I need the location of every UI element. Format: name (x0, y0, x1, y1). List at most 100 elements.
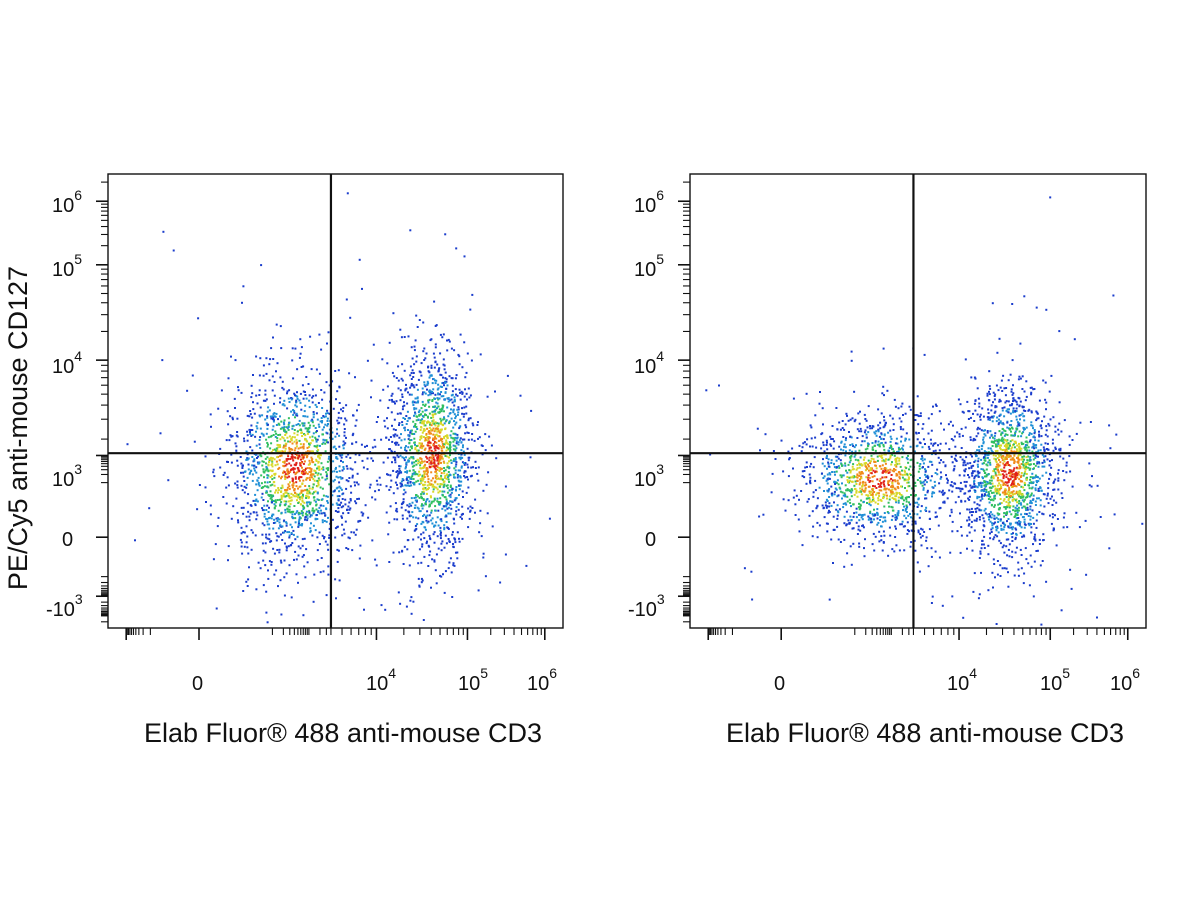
event-dot (1032, 516, 1035, 519)
event-dot (871, 543, 874, 546)
event-dot (256, 457, 258, 459)
event-dot (436, 428, 439, 430)
event-dot (286, 508, 289, 511)
event-dot (873, 475, 876, 478)
event-dot (421, 400, 424, 403)
event-dot (877, 492, 880, 495)
event-dot (439, 529, 442, 532)
event-dot (249, 433, 252, 435)
event-dot (324, 514, 327, 517)
event-dot (315, 412, 318, 415)
event-dot (421, 579, 424, 582)
event-dot (829, 473, 832, 476)
event-dot (851, 527, 854, 530)
event-dot (414, 412, 417, 415)
event-dot (466, 352, 469, 355)
event-dot (282, 494, 285, 497)
event-dot (443, 410, 445, 413)
event-dot (283, 460, 286, 463)
event-dot (846, 479, 849, 482)
event-dot (449, 496, 452, 499)
event-dot (310, 368, 313, 371)
event-dot (440, 422, 443, 425)
event-dot (294, 404, 297, 407)
event-dot (337, 499, 340, 502)
event-dot (428, 505, 431, 508)
event-dot (459, 333, 462, 336)
event-dot (772, 450, 775, 452)
event-dot (248, 415, 251, 418)
event-dot (925, 539, 928, 542)
event-dot (449, 504, 452, 507)
event-dot (430, 519, 433, 522)
event-dot (871, 448, 874, 451)
event-dot (415, 480, 418, 483)
event-dot (433, 300, 436, 303)
event-dot (457, 406, 460, 409)
event-dot (421, 543, 424, 546)
event-dot (216, 525, 219, 528)
event-dot (1023, 518, 1026, 521)
event-dot (279, 579, 282, 582)
event-dot (294, 347, 297, 350)
event-dot (265, 422, 268, 425)
event-dot (296, 391, 298, 394)
event-dot (401, 484, 404, 487)
event-dot (302, 424, 305, 427)
event-dot (443, 470, 446, 472)
event-dot (966, 508, 969, 511)
event-dot (435, 464, 438, 467)
event-dot (888, 495, 891, 498)
event-dot (821, 407, 824, 410)
event-dot (336, 560, 339, 563)
event-dot (302, 508, 305, 511)
event-dot (379, 399, 382, 402)
event-dot (448, 540, 451, 543)
event-dot (417, 378, 420, 381)
event-dot (467, 526, 470, 529)
event-dot (897, 407, 900, 410)
event-dot (895, 527, 897, 530)
event-dot (455, 486, 458, 488)
event-dot (299, 498, 301, 501)
event-dot (254, 499, 257, 502)
event-dot (844, 493, 847, 496)
event-dot (212, 471, 215, 474)
event-dot (410, 456, 413, 459)
event-dot (271, 462, 274, 465)
event-dot (401, 393, 404, 396)
event-dot (865, 462, 867, 464)
event-dot (299, 492, 301, 495)
event-dot (439, 445, 441, 448)
event-dot (798, 444, 801, 447)
event-dot (405, 456, 407, 459)
event-dot (322, 415, 325, 417)
event-dot (927, 432, 930, 435)
event-dot (875, 487, 878, 489)
event-dot (446, 397, 449, 400)
event-dot (337, 411, 340, 414)
event-dot (968, 467, 971, 470)
event-dot (883, 470, 886, 473)
event-dot (263, 509, 265, 512)
event-dot (874, 501, 877, 504)
event-dot (453, 564, 456, 567)
event-dot (458, 427, 461, 430)
event-dot (901, 402, 904, 405)
event-dot (283, 500, 286, 503)
event-dot (159, 432, 162, 435)
event-dot (424, 409, 427, 412)
event-dot (276, 463, 279, 466)
event-dot (435, 437, 438, 440)
event-dot (335, 597, 337, 600)
event-dot (988, 479, 991, 482)
event-dot (338, 490, 341, 493)
event-dot (837, 465, 840, 468)
event-dot (304, 489, 307, 492)
event-dot (309, 479, 311, 481)
event-dot (815, 446, 818, 449)
event-dot (268, 363, 271, 366)
event-dot (458, 540, 461, 543)
event-dot (968, 518, 971, 521)
event-dot (884, 488, 887, 491)
